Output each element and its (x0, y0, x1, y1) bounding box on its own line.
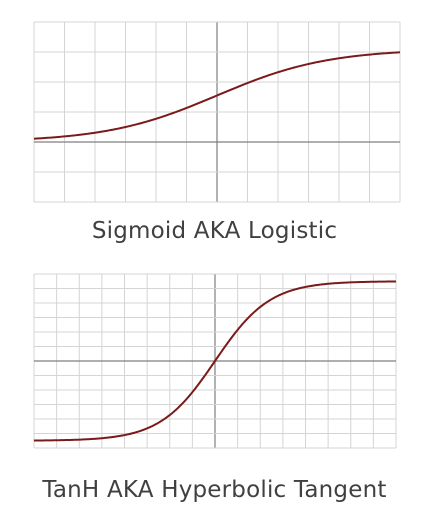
sigmoid-chart (33, 21, 401, 203)
tanh-chart (33, 273, 397, 449)
sigmoid-chart-title: Sigmoid AKA Logistic (91, 218, 338, 244)
sigmoid-curve (33, 51, 401, 140)
tanh-chart-title: TanH AKA Hyperbolic Tangent (42, 477, 387, 503)
tanh-curve (33, 280, 397, 442)
